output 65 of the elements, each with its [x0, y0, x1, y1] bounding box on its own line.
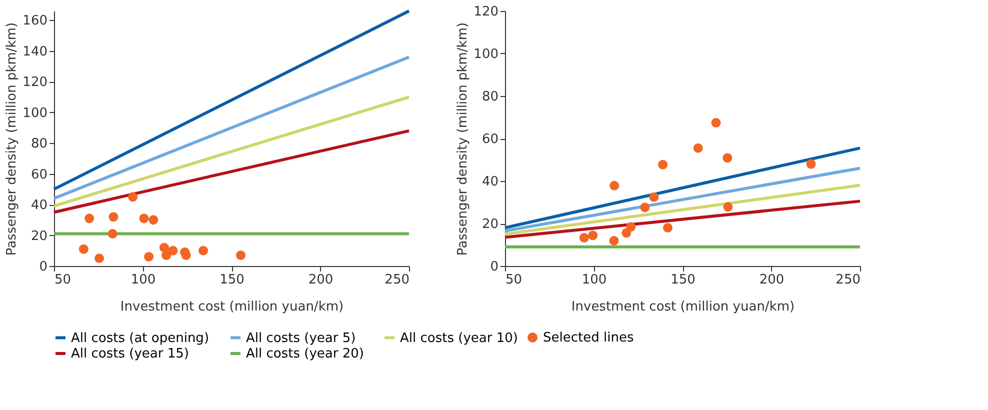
legend-label: Selected lines [543, 330, 634, 346]
point [626, 222, 636, 232]
point [148, 215, 158, 225]
point [640, 202, 650, 212]
y-tick-label: 60 [30, 167, 48, 182]
x-tick-label: 100 [582, 272, 607, 288]
point [722, 153, 732, 163]
y-tick-label: 120 [474, 4, 498, 20]
y-tick-label: 0 [490, 260, 498, 274]
y-tick-label: 40 [482, 174, 498, 190]
x-axis-title: Investment cost (million yuan/km) [120, 300, 344, 314]
y-tick-label: 140 [22, 44, 48, 60]
y-tick-label: 20 [482, 217, 498, 232]
y-tick-label: 60 [482, 132, 498, 147]
point [236, 250, 246, 260]
x-tick-label: 100 [130, 272, 156, 288]
x-tick-label: 250 [384, 272, 410, 288]
y-tick-label: 80 [482, 90, 498, 104]
y-tick-label: 160 [22, 14, 48, 29]
point [663, 223, 673, 232]
x-tick-label: 200 [308, 272, 334, 288]
legend-label: All costs (year 15) [71, 346, 189, 362]
y-axis-title: Passenger density (million pkm/km) [4, 22, 20, 256]
point [108, 229, 118, 238]
point [711, 118, 721, 128]
point [144, 252, 154, 262]
point [609, 236, 619, 246]
y-tick-label: 120 [22, 75, 48, 90]
legend-label: All costs (at opening) [71, 330, 210, 346]
point [168, 246, 178, 256]
point [806, 159, 816, 169]
point [159, 242, 169, 252]
point [128, 192, 138, 202]
point [579, 233, 589, 242]
y-tick-label: 40 [30, 198, 48, 214]
point [162, 250, 172, 260]
y-tick-label: 80 [30, 136, 48, 152]
y-tick-label: 100 [22, 106, 48, 121]
point [108, 212, 118, 222]
x-tick-label: 250 [836, 272, 860, 288]
legend-label: All costs (year 5) [246, 330, 356, 346]
x-tick-label: 150 [670, 272, 696, 288]
point [94, 254, 104, 264]
y-axis-title: Passenger density (million pkm/km) [456, 22, 471, 256]
point [181, 250, 191, 260]
point [198, 246, 208, 256]
legend-label: All costs (year 20) [246, 346, 364, 362]
point [588, 230, 598, 240]
point [693, 143, 703, 153]
point [84, 214, 94, 224]
point [78, 244, 88, 254]
point [723, 202, 733, 212]
x-tick-label: 50 [54, 272, 72, 288]
y-tick-label: 0 [39, 260, 48, 274]
x-tick-label: 150 [220, 272, 244, 288]
legend-label: All costs (year 10) [400, 330, 518, 346]
point [649, 192, 659, 202]
x-axis-title: Investment cost (million yuan/km) [571, 300, 795, 314]
point [610, 180, 620, 190]
x-tick-label: 50 [506, 272, 522, 288]
point [139, 214, 149, 224]
point [658, 160, 668, 170]
x-tick-label: 200 [759, 272, 784, 288]
y-tick-label: 100 [474, 47, 498, 62]
y-tick-label: 20 [30, 228, 48, 244]
